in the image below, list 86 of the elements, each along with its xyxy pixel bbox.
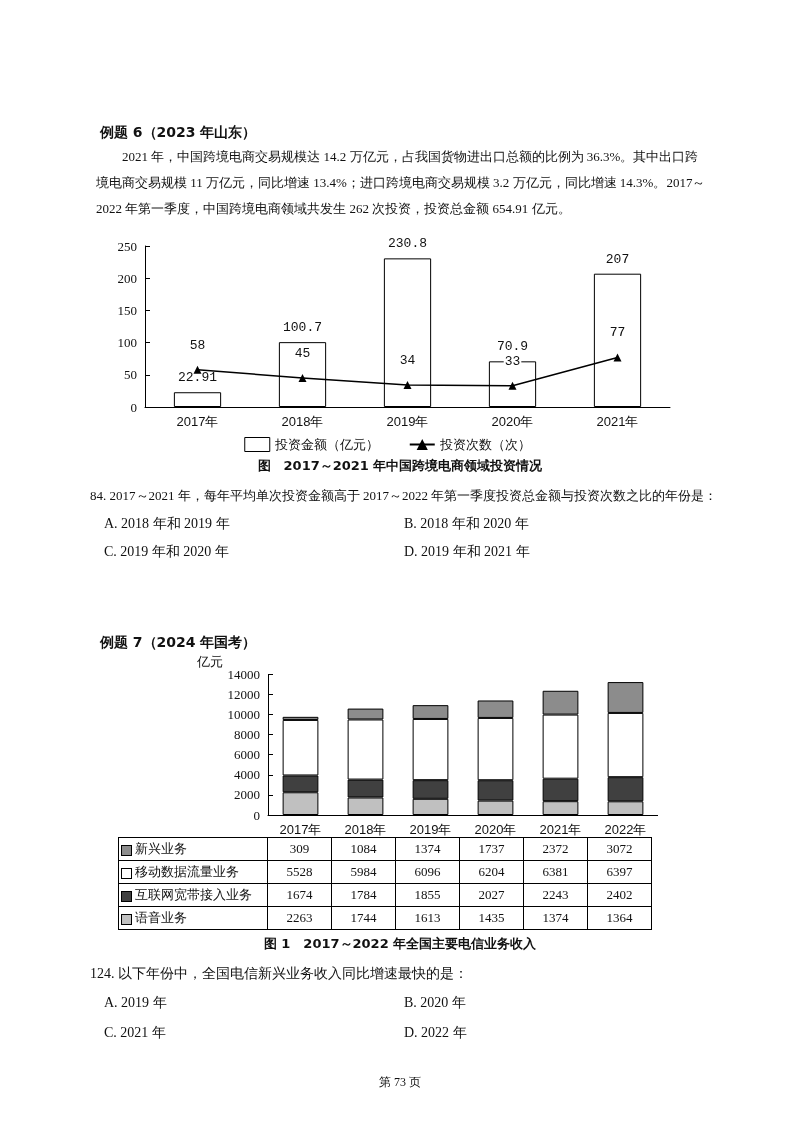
legend-label: 投资次数（次） <box>438 437 531 452</box>
text: 2021 年，中国跨境电商交易规模达 14.2 万亿元，占我国货物进出口总额的比例为 36.3%。其中出口跨境电商交易规模 11 万亿元，同比增速 13.4%；进口跨境电商交易规模 3.2 万亿元，同比增速 14.3%。2017～2022 年第一季度，中国跨境电商领域共发生 262 次投资，投资总金额 654.91 亿元。 <box>96 148 707 218</box>
x-tick-label: 2017年 <box>176 414 219 429</box>
data-label: 2027 <box>459 883 524 907</box>
point <box>298 374 307 383</box>
x-tick-label: 2022年 <box>604 822 647 837</box>
x-tick-label: 2018年 <box>344 822 387 837</box>
y-tick-label: 100 <box>117 335 137 351</box>
text: C. 2021 年 <box>104 1024 167 1042</box>
text: B. 2018 年和 2020 年 <box>404 515 530 533</box>
data-label: 77 <box>609 325 626 341</box>
y-tick-label: 6000 <box>234 747 260 763</box>
data-label: 1613 <box>395 906 460 930</box>
data-label: 1374 <box>523 906 588 930</box>
data-label: 45 <box>294 346 311 362</box>
data-label: 6397 <box>587 860 652 884</box>
data-label: 2372 <box>523 837 588 861</box>
data-label: 70.9 <box>496 339 529 355</box>
x-tick-label: 2018年 <box>281 414 324 429</box>
text: B. 2020 年 <box>404 994 467 1012</box>
text: 例题 7（2024 年国考） <box>100 634 257 650</box>
data-label: 5528 <box>267 860 332 884</box>
data-label: 1737 <box>459 837 524 861</box>
legend-label: 互联网宽带接入业务 <box>118 883 268 907</box>
legend-label: 新兴业务 <box>118 837 268 861</box>
x-tick-label: 2020年 <box>491 414 534 429</box>
data-label: 2263 <box>267 906 332 930</box>
data-label: 1364 <box>587 906 652 930</box>
y-tick-label: 250 <box>117 238 137 254</box>
data-label: 1084 <box>331 837 396 861</box>
y-tick-label: 0 <box>253 807 260 823</box>
legend-label: 移动数据流量业务 <box>118 860 268 884</box>
y-tick-label: 4000 <box>234 767 260 783</box>
point <box>403 381 412 390</box>
text: D. 2022 年 <box>404 1024 468 1042</box>
y-tick-label: 150 <box>117 302 137 318</box>
y-axis-title: 亿元 <box>196 654 223 669</box>
x-tick-label: 2020年 <box>474 822 517 837</box>
legend-label: 语音业务 <box>118 906 268 930</box>
data-label: 1374 <box>395 837 460 861</box>
data-label: 1784 <box>331 883 396 907</box>
data-label: 1674 <box>267 883 332 907</box>
data-label: 207 <box>605 251 630 267</box>
point <box>613 353 622 362</box>
x-tick-label: 2021年 <box>596 414 639 429</box>
x-tick-label: 2019年 <box>386 414 429 429</box>
text: 124. 以下年份中，全国电信新兴业务收入同比增速最快的是： <box>90 965 469 983</box>
text: C. 2019 年和 2020 年 <box>104 543 230 561</box>
text: 图 2017～2021 年中国跨境电商领域投资情况 <box>256 457 544 475</box>
legend-label: 投资金额（亿元） <box>273 437 379 452</box>
y-tick-label: 12000 <box>227 686 260 702</box>
text: 84. 2017～2021 年，每年平均单次投资金额高于 2017～2022 年第一季度投资总金额与投资次数之比的年份是： <box>90 487 719 505</box>
data-label: 230.8 <box>387 236 428 252</box>
data-label: 33 <box>504 353 521 369</box>
x-tick-label: 2017年 <box>279 822 322 837</box>
x-tick-label: 2021年 <box>539 822 582 837</box>
data-label: 2243 <box>523 883 588 907</box>
data-label: 5984 <box>331 860 396 884</box>
point <box>508 381 517 390</box>
data-label: 2402 <box>587 883 652 907</box>
text: A. 2019 年 <box>104 994 168 1012</box>
y-tick-label: 8000 <box>234 727 260 743</box>
data-label: 1855 <box>395 883 460 907</box>
data-label: 3072 <box>587 837 652 861</box>
text: D. 2019 年和 2021 年 <box>404 543 531 561</box>
data-label: 1744 <box>331 906 396 930</box>
y-tick-label: 2000 <box>234 787 260 803</box>
data-label: 1435 <box>459 906 524 930</box>
text: A. 2018 年和 2019 年 <box>104 515 231 533</box>
y-tick-label: 14000 <box>227 666 260 682</box>
data-label: 6381 <box>523 860 588 884</box>
y-tick-label: 200 <box>117 270 137 286</box>
data-label: 6204 <box>459 860 524 884</box>
data-label: 22.91 <box>177 370 218 386</box>
data-label: 6096 <box>395 860 460 884</box>
data-label: 309 <box>267 837 332 861</box>
y-tick-label: 0 <box>130 399 137 415</box>
data-label: 34 <box>399 353 416 369</box>
data-label: 58 <box>189 337 206 353</box>
x-tick-label: 2019年 <box>409 822 452 837</box>
data-label: 100.7 <box>282 320 323 336</box>
text: 图 1 2017～2022 年全国主要电信业务收入 <box>262 935 538 953</box>
text: 第 73 页 <box>378 1074 422 1091</box>
text: 例题 6（2023 年山东） <box>100 123 258 142</box>
y-tick-label: 10000 <box>227 707 260 723</box>
y-tick-label: 50 <box>124 367 137 383</box>
